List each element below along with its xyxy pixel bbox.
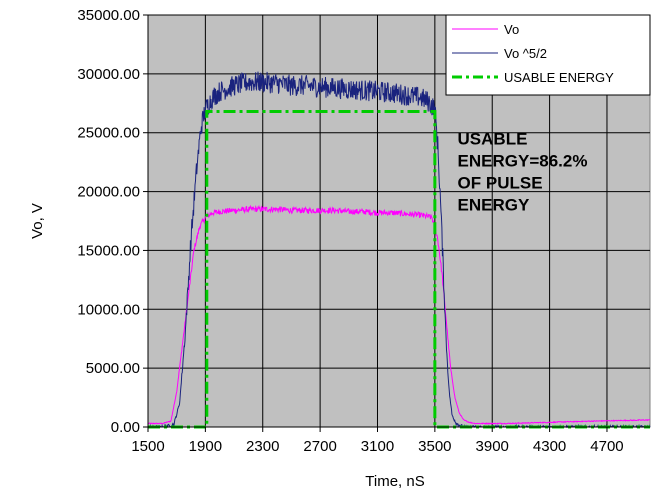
y-tick-label: 20000.00	[77, 184, 140, 201]
y-tick-label: 10000.00	[77, 301, 140, 318]
series-line-vo-5-2	[148, 71, 651, 429]
x-tick-label: 4700	[590, 438, 623, 455]
x-tick-label: 2700	[303, 438, 336, 455]
y-tick-label: 5000.00	[86, 360, 140, 377]
legend-label: Vo	[504, 22, 519, 37]
y-axis-title: Vo, V	[29, 203, 46, 239]
x-tick-label: 1900	[189, 438, 222, 455]
axes: 0.00 5000.00 10000.00 15000.00 20000.00 25000…	[77, 7, 650, 455]
y-tick-label: 0.00	[111, 419, 140, 436]
legend: Vo Vo ^5/2 USABLE ENERGY	[445, 14, 651, 96]
y-tick-label: 15000.00	[77, 242, 140, 259]
legend-label: USABLE ENERGY	[504, 70, 614, 85]
annotation: USABLE ENERGY=86.2% OF PULSE ENERGY	[458, 129, 588, 214]
legend-box	[445, 14, 651, 96]
x-axis-title: Time, nS	[365, 473, 424, 490]
annotation-line: ENERGY	[458, 195, 530, 214]
y-tick-label: 30000.00	[77, 66, 140, 83]
annotation-line: OF PULSE	[458, 173, 543, 192]
y-tick-label: 25000.00	[77, 125, 140, 142]
legend-label: Vo ^5/2	[504, 46, 547, 61]
x-tick-label: 3500	[418, 438, 451, 455]
x-tick-label: 3900	[476, 438, 509, 455]
annotation-line: ENERGY=86.2%	[458, 151, 588, 170]
annotation-line: USABLE	[458, 129, 528, 148]
series-line-vo	[147, 204, 651, 425]
x-tick-label: 4300	[533, 438, 566, 455]
grid-lines	[148, 14, 650, 427]
x-tick-label: 3100	[361, 438, 394, 455]
x-tick-label: 2300	[246, 438, 279, 455]
x-tick-label: 1500	[131, 438, 164, 455]
y-tick-label: 35000.00	[77, 7, 140, 24]
